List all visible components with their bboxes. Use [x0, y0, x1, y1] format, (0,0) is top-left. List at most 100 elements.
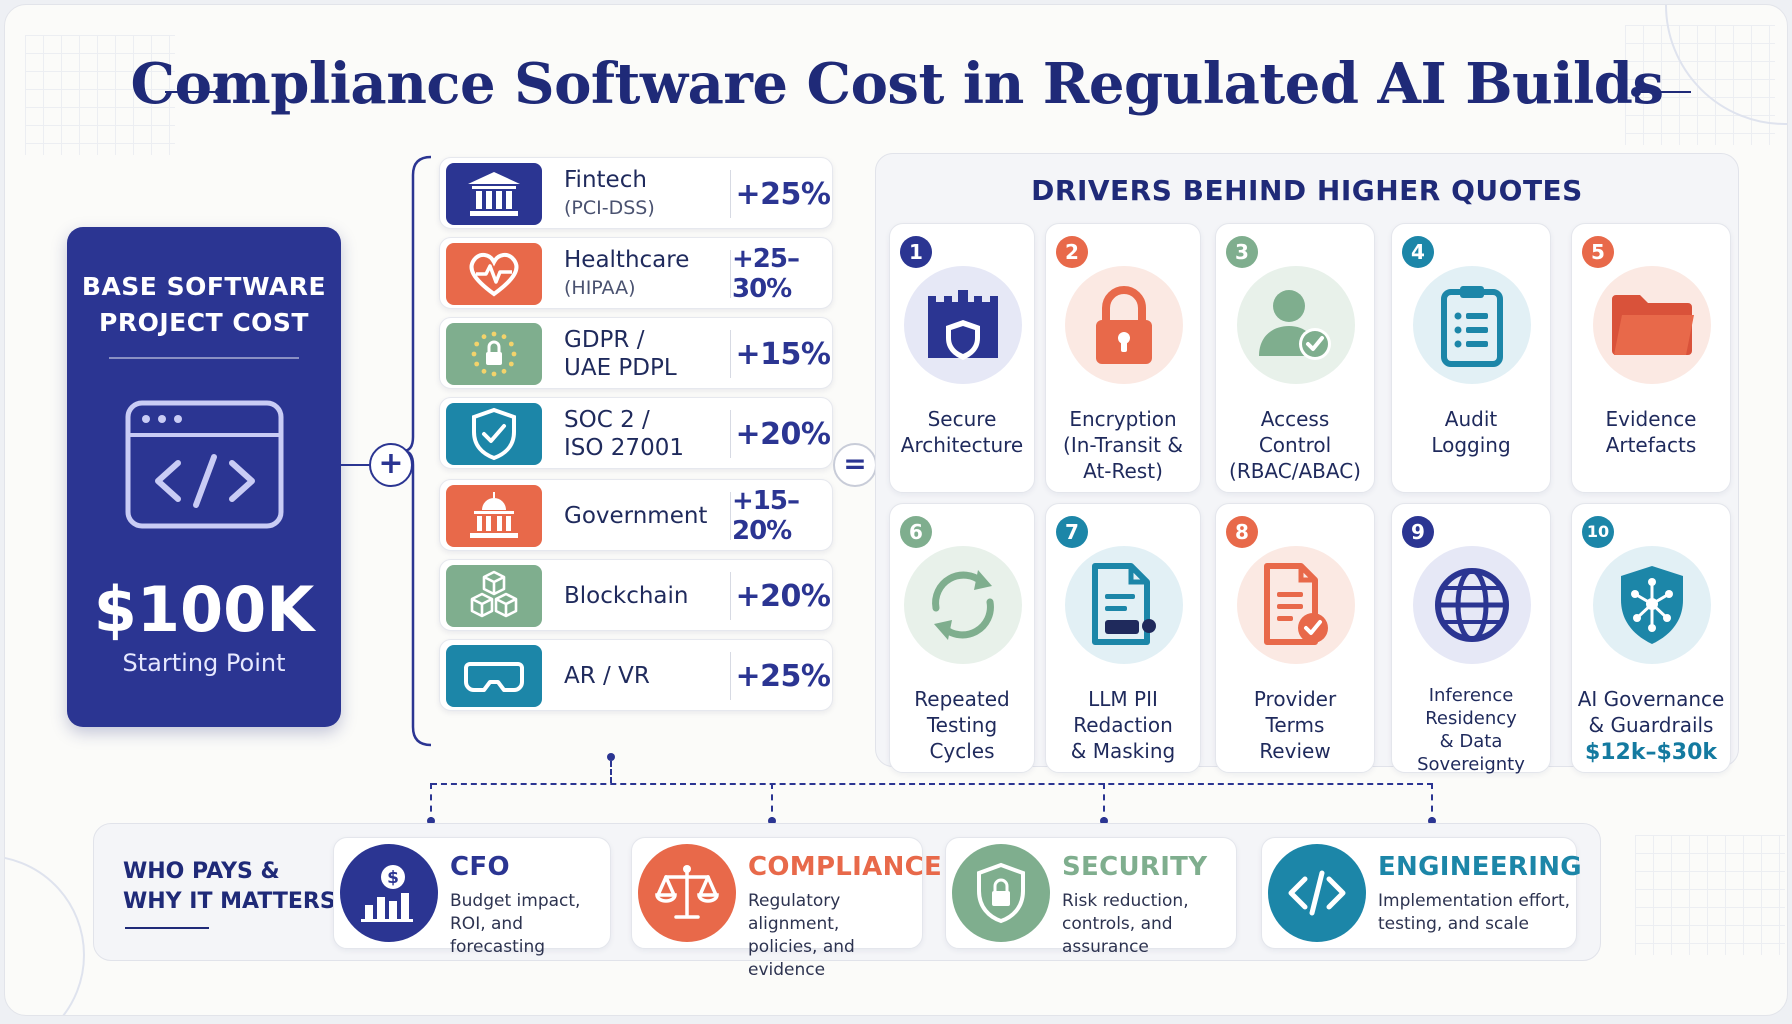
role-name: COMPLIANCE: [748, 852, 943, 882]
industry-standard: (HIPAA): [564, 277, 636, 299]
divider: [730, 170, 731, 218]
driver-number-badge: 8: [1226, 516, 1258, 548]
divider: [109, 357, 299, 359]
industry-row: AR / VR +25%: [439, 639, 833, 711]
industry-row: Healthcare (HIPAA) +25–30%: [439, 237, 833, 309]
connector-dot: [768, 817, 776, 825]
industry-name: Government: [564, 503, 708, 529]
base-cost-title: BASE SOFTWARE PROJECT COST: [81, 272, 327, 337]
driver-card: 5 Evidence Artefacts: [1571, 223, 1731, 493]
driver-card: 8 Provider Terms Review: [1215, 503, 1375, 773]
plus-operator: +: [369, 443, 413, 487]
driver-number-badge: 4: [1402, 236, 1434, 268]
equals-operator: =: [833, 443, 877, 487]
page-title: Compliance Software Cost in Regulated AI…: [130, 51, 1664, 117]
industry-name: Healthcare: [564, 247, 690, 273]
driver-card: 1 Secure Architecture: [889, 223, 1035, 493]
base-cost-value: $100K: [93, 573, 315, 646]
driver-label: Access Control (RBAC/ABAC): [1216, 406, 1374, 484]
vr-headset-icon: [446, 645, 542, 707]
driver-label-text: Audit Logging: [1431, 407, 1511, 457]
driver-number-badge: 5: [1582, 236, 1614, 268]
driver-label-text: Access Control (RBAC/ABAC): [1229, 407, 1361, 483]
driver-cost: $12k–$30k: [1584, 740, 1718, 765]
industry-standard: ISO 27001: [564, 435, 684, 461]
castle-shield-icon: [904, 266, 1022, 384]
driver-card: 4 Audit Logging: [1391, 223, 1551, 493]
industry-uplift: +15%: [735, 336, 831, 372]
driver-card: 9 Inference Residency & Data Sovereignty: [1391, 503, 1551, 776]
divider: [730, 652, 731, 700]
industry-label: Fintech (PCI-DSS): [564, 158, 729, 230]
shield-lock-icon: [952, 844, 1050, 942]
role-card: SECURITY Risk reduction, controls, and as…: [945, 837, 1237, 957]
driver-number-badge: 9: [1402, 516, 1434, 548]
driver-card: 10 AI Governance & Guardrails $12k–$30k: [1571, 503, 1731, 773]
heart-pulse-icon: [446, 243, 542, 305]
industry-uplift: +25%: [735, 658, 831, 694]
industry-name: Blockchain: [564, 583, 689, 609]
industry-row: SOC 2 /ISO 27001 +20%: [439, 397, 833, 469]
industry-name: GDPR /: [564, 327, 645, 353]
ai-shield-icon: [1593, 546, 1711, 664]
connector-line: [430, 783, 432, 823]
svg-text:$: $: [387, 868, 399, 888]
driver-label: Encryption (In-Transit & At-Rest): [1046, 406, 1200, 484]
blocks-icon: [446, 565, 542, 627]
industry-row: Fintech (PCI-DSS) +25%: [439, 157, 833, 229]
industry-standard: UAE PDPL: [564, 355, 677, 381]
divider: [730, 410, 731, 458]
user-check-icon: [1237, 266, 1355, 384]
connector-dot: [1428, 817, 1436, 825]
industry-label: GDPR / UAE PDPL: [564, 318, 729, 390]
divider: [730, 492, 731, 540]
driver-label: Inference Residency & Data Sovereignty: [1392, 684, 1550, 776]
driver-number-badge: 6: [900, 516, 932, 548]
industry-label: SOC 2 /ISO 27001: [564, 398, 729, 470]
industry-uplift: +15–20%: [732, 486, 800, 546]
title-ornament-left: [165, 87, 225, 97]
connector-line: [1431, 783, 1433, 823]
driver-label: AI Governance & Guardrails $12k–$30k: [1572, 686, 1730, 766]
drivers-title: DRIVERS BEHIND HIGHER QUOTES: [1031, 174, 1583, 207]
driver-label: Provider Terms Review: [1216, 686, 1374, 764]
role-description: Regulatory alignment, policies, and evid…: [748, 891, 855, 980]
driver-label: LLM PII Redaction & Masking: [1046, 686, 1200, 764]
industry-label: Government: [564, 480, 729, 552]
role-description: Budget impact, ROI, and forecasting: [450, 891, 581, 957]
industry-label: AR / VR: [564, 640, 729, 712]
industry-row: GDPR / UAE PDPL +15%: [439, 317, 833, 389]
role-card: COMPLIANCE Regulatory alignment, policies…: [631, 837, 942, 980]
scales-icon: [638, 844, 736, 942]
infographic-canvas: Compliance Software Cost in Regulated AI…: [4, 4, 1788, 1016]
industry-label: Healthcare (HIPAA): [564, 238, 729, 310]
circle-decoration: [5, 855, 85, 1015]
connector-line: [771, 783, 773, 823]
driver-card: 2 Encryption (In-Transit & At-Rest): [1045, 223, 1201, 493]
folder-icon: [1593, 266, 1711, 384]
driver-label-text: Provider Terms Review: [1253, 687, 1337, 763]
industry-label: Blockchain: [564, 560, 729, 632]
driver-label-text: LLM PII Redaction & Masking: [1070, 687, 1176, 763]
driver-label: Repeated Testing Cycles: [890, 686, 1034, 764]
base-cost-card: BASE SOFTWARE PROJECT COST $100K Startin…: [67, 227, 341, 727]
role-description: Risk reduction, controls, and assurance: [1062, 891, 1189, 957]
industry-row: Blockchain +20%: [439, 559, 833, 631]
driver-label-text: Inference Residency & Data Sovereignty: [1417, 685, 1525, 775]
bank-icon: [446, 163, 542, 225]
role-description: Implementation effort, testing, and scal…: [1378, 891, 1571, 934]
grid-decoration: [25, 35, 175, 155]
title-ornament-right: [1631, 87, 1691, 97]
industry-uplift: +25–30%: [732, 244, 800, 304]
cycle-arrows-icon: [904, 546, 1022, 664]
role-card: $ CFO Budget impact, ROI, and forecasting: [333, 837, 611, 957]
divider: [125, 927, 209, 929]
connector-line: [341, 464, 375, 466]
driver-label-text: Repeated Testing Cycles: [914, 687, 1010, 763]
padlock-icon: [1065, 266, 1183, 384]
code-brackets-icon: [1268, 844, 1366, 942]
connector-line: [431, 783, 1433, 785]
divider: [730, 250, 731, 298]
driver-card: 6 Repeated Testing Cycles: [889, 503, 1035, 773]
industry-uplift: +20%: [735, 578, 831, 614]
